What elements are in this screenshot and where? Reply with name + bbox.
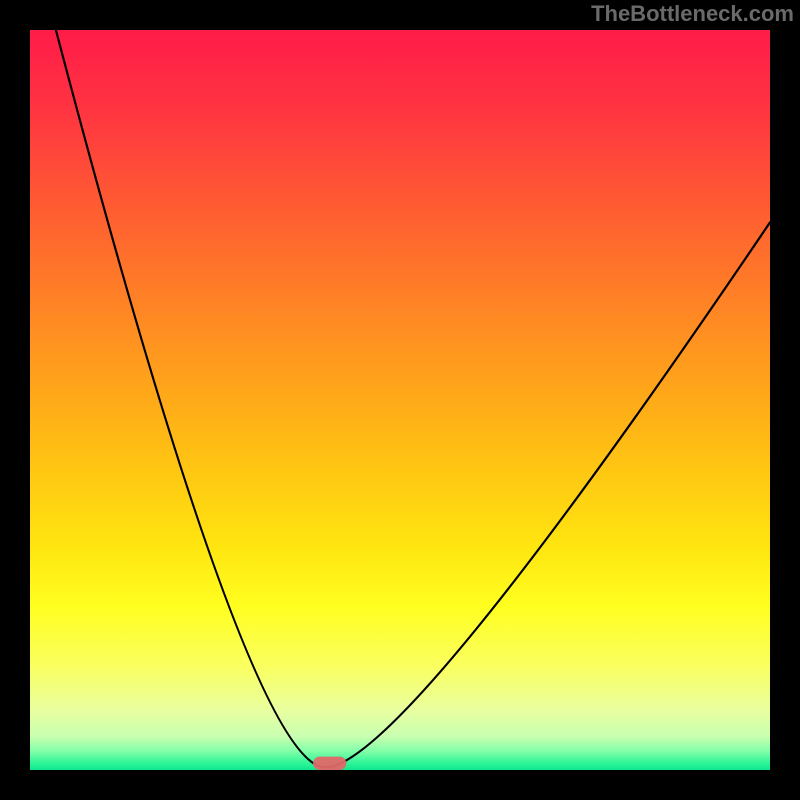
- chart-container: TheBottleneck.com: [0, 0, 800, 800]
- watermark-text: TheBottleneck.com: [591, 1, 794, 27]
- vertex-marker: [313, 757, 346, 770]
- plot-background: [30, 30, 770, 770]
- chart-svg: [0, 0, 800, 800]
